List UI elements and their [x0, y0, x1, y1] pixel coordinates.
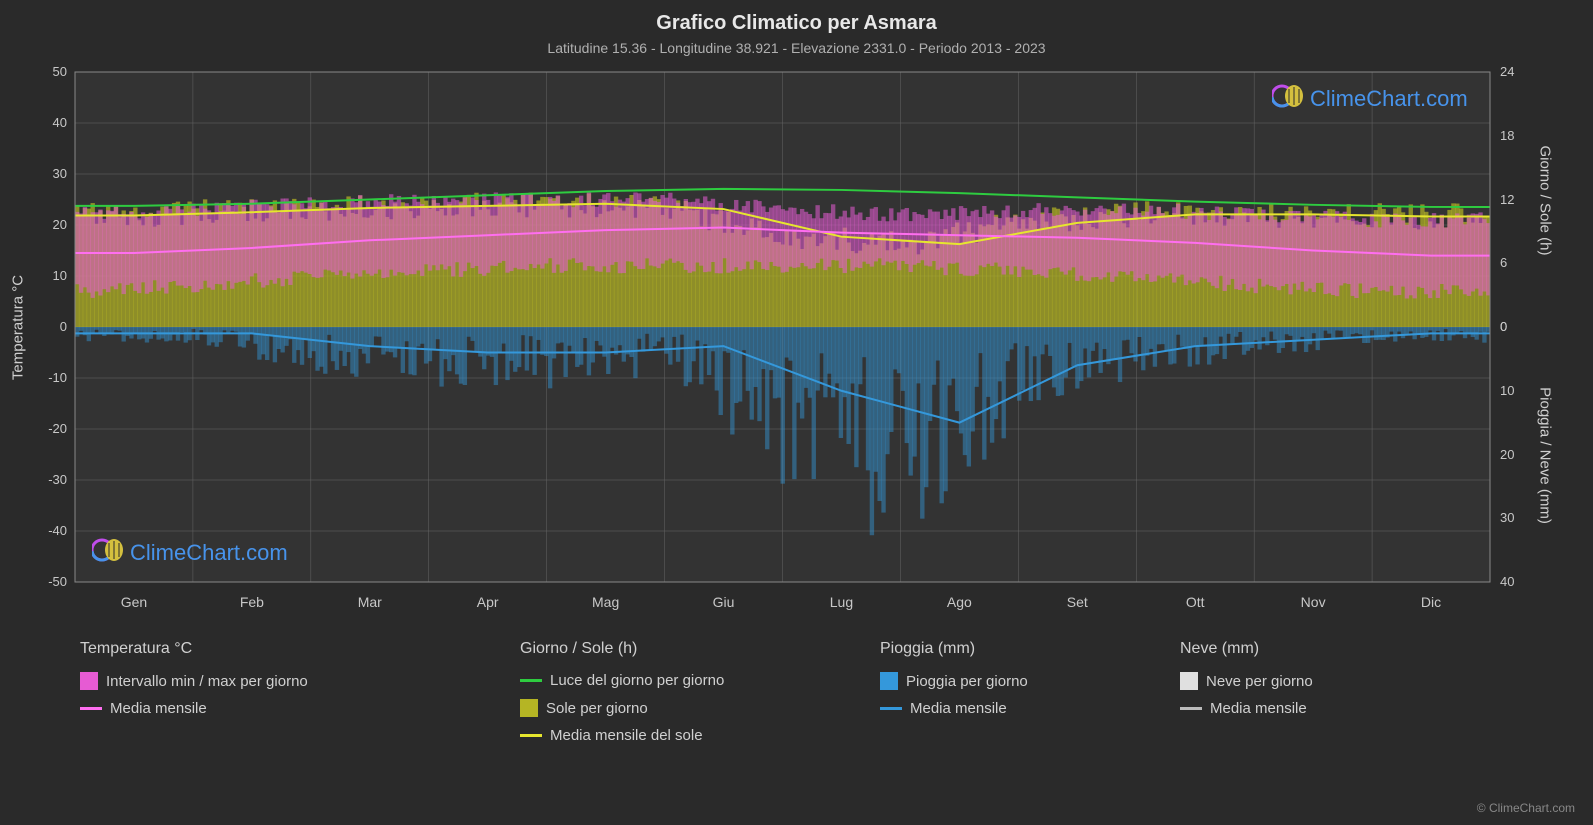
y-right-bottom-tick: 20 [1500, 447, 1514, 462]
legend-swatch-icon [520, 699, 538, 717]
legend-column: Giorno / Sole (h) Luce del giorno per gio… [520, 640, 724, 744]
y-right-top-axis-label: Giorno / Sole (h) [1537, 100, 1554, 300]
legend-item: Neve per giorno [1180, 672, 1313, 690]
y-left-tick: -20 [48, 421, 67, 436]
y-left-tick: 0 [60, 319, 67, 334]
y-right-bottom-tick: 10 [1500, 383, 1514, 398]
legend-label: Sole per giorno [546, 700, 648, 717]
x-month-label: Giu [694, 594, 754, 610]
y-right-top-tick: 12 [1500, 192, 1514, 207]
x-month-label: Ott [1165, 594, 1225, 610]
x-month-label: Lug [811, 594, 871, 610]
legend-heading: Giorno / Sole (h) [520, 640, 724, 658]
legend-line-icon [520, 734, 542, 737]
y-right-bottom-tick: 30 [1500, 510, 1514, 525]
y-left-tick: 30 [53, 166, 67, 181]
legend-column: Pioggia (mm) Pioggia per giorno Media mens… [880, 640, 1028, 717]
watermark-logo: ClimeChart.com [1272, 82, 1468, 115]
watermark-text: ClimeChart.com [130, 540, 288, 566]
x-month-label: Feb [222, 594, 282, 610]
legend-item: Media mensile [80, 700, 308, 717]
legend-item: Intervallo min / max per giorno [80, 672, 308, 690]
watermark-logo: ClimeChart.com [92, 536, 288, 569]
x-month-label: Mag [576, 594, 636, 610]
legend-label: Media mensile del sole [550, 727, 703, 744]
y-left-tick: 50 [53, 64, 67, 79]
legend-item: Sole per giorno [520, 699, 724, 717]
legend-column: Temperatura °C Intervallo min / max per g… [80, 640, 308, 717]
legend-label: Intervallo min / max per giorno [106, 673, 308, 690]
legend-label: Luce del giorno per giorno [550, 672, 724, 689]
legend-swatch-icon [80, 672, 98, 690]
legend-label: Neve per giorno [1206, 673, 1313, 690]
legend-line-icon [880, 707, 902, 710]
y-right-top-tick: 18 [1500, 128, 1514, 143]
legend-label: Pioggia per giorno [906, 673, 1028, 690]
y-left-tick: -30 [48, 472, 67, 487]
y-left-axis-label: Temperatura °C [10, 228, 27, 428]
watermark-text: ClimeChart.com [1310, 86, 1468, 112]
legend-item: Pioggia per giorno [880, 672, 1028, 690]
legend-label: Media mensile [1210, 700, 1307, 717]
legend-item: Media mensile del sole [520, 727, 724, 744]
y-right-bottom-tick: 0 [1500, 319, 1507, 334]
logo-icon [1272, 82, 1304, 115]
x-month-label: Nov [1283, 594, 1343, 610]
legend-label: Media mensile [910, 700, 1007, 717]
y-right-top-tick: 24 [1500, 64, 1514, 79]
legend-heading: Pioggia (mm) [880, 640, 1028, 658]
legend-item: Luce del giorno per giorno [520, 672, 724, 689]
legend-swatch-icon [1180, 672, 1198, 690]
y-left-tick: -40 [48, 523, 67, 538]
x-month-label: Mar [340, 594, 400, 610]
y-left-tick: -50 [48, 574, 67, 589]
y-right-bottom-axis-label: Pioggia / Neve (mm) [1537, 345, 1554, 565]
legend-column: Neve (mm) Neve per giorno Media mensile [1180, 640, 1313, 717]
x-month-label: Set [1047, 594, 1107, 610]
legend-line-icon [1180, 707, 1202, 710]
x-month-label: Apr [458, 594, 518, 610]
y-left-tick: 10 [53, 268, 67, 283]
x-month-label: Dic [1401, 594, 1461, 610]
legend-line-icon [80, 707, 102, 710]
legend-heading: Temperatura °C [80, 640, 308, 658]
legend-item: Media mensile [880, 700, 1028, 717]
y-left-tick: 20 [53, 217, 67, 232]
chart-container: Grafico Climatico per Asmara Latitudine … [0, 0, 1593, 825]
x-month-label: Ago [929, 594, 989, 610]
legend-item: Media mensile [1180, 700, 1313, 717]
y-right-top-tick: 6 [1500, 255, 1507, 270]
logo-icon [92, 536, 124, 569]
legend-label: Media mensile [110, 700, 207, 717]
x-month-label: Gen [104, 594, 164, 610]
legend-swatch-icon [880, 672, 898, 690]
y-left-tick: 40 [53, 115, 67, 130]
copyright-text: © ClimeChart.com [1477, 801, 1575, 815]
legend-line-icon [520, 679, 542, 682]
y-right-bottom-tick: 40 [1500, 574, 1514, 589]
legend-heading: Neve (mm) [1180, 640, 1313, 658]
y-left-tick: -10 [48, 370, 67, 385]
